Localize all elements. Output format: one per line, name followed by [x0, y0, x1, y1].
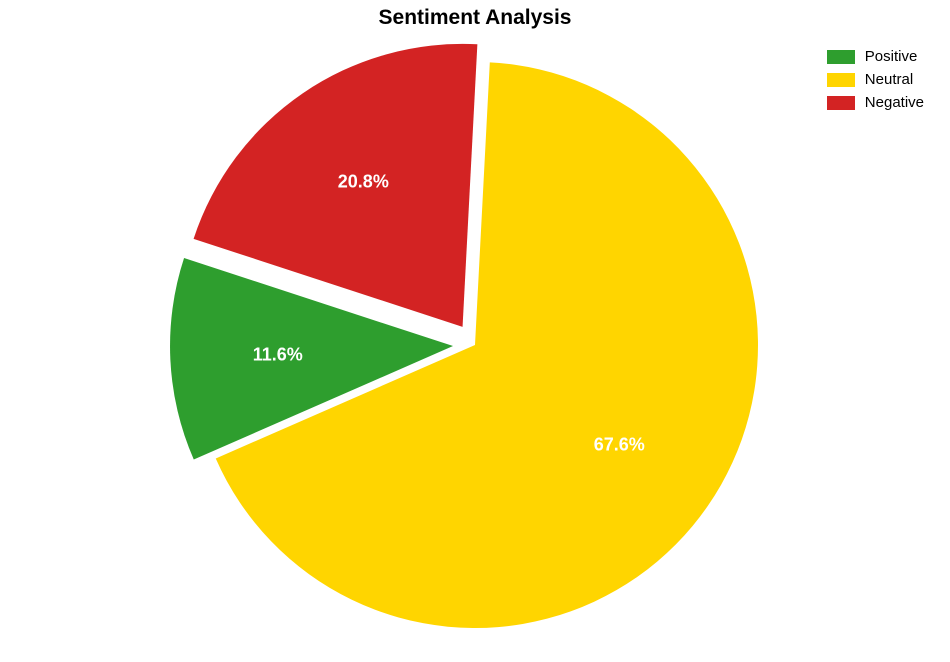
legend-swatch-neutral: [827, 73, 855, 87]
legend-item-neutral: Neutral: [827, 71, 924, 88]
legend-label-neutral: Neutral: [865, 71, 913, 88]
legend-label-positive: Positive: [865, 48, 918, 65]
legend-swatch-positive: [827, 50, 855, 64]
slice-label-positive: 11.6%: [253, 344, 303, 365]
slice-label-neutral: 67.6%: [594, 434, 645, 455]
legend-label-negative: Negative: [865, 94, 924, 111]
legend-swatch-negative: [827, 96, 855, 110]
legend-item-negative: Negative: [827, 94, 924, 111]
pie-svg: [0, 0, 950, 662]
sentiment-pie-chart: Sentiment Analysis 67.6%11.6%20.8% Posit…: [0, 0, 950, 662]
legend-item-positive: Positive: [827, 48, 924, 65]
legend: Positive Neutral Negative: [827, 48, 924, 117]
slice-label-negative: 20.8%: [338, 172, 389, 193]
